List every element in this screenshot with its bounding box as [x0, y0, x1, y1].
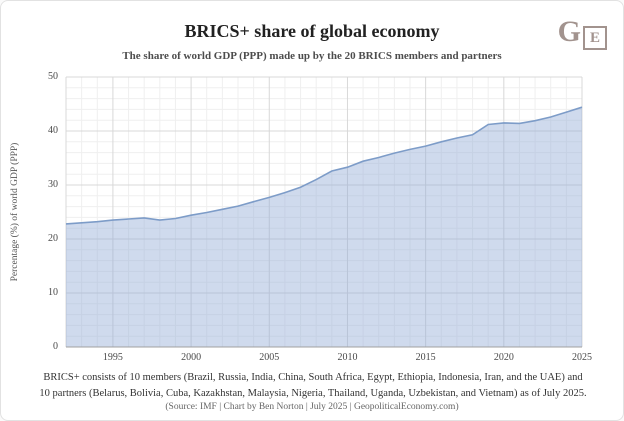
- source-line: (Source: IMF | Chart by Ben Norton | Jul…: [165, 402, 459, 412]
- y-axis-tick-label: 40: [48, 125, 58, 136]
- footnote-line-1: BRICS+ consists of 10 members (Brazil, R…: [43, 372, 583, 383]
- y-axis-tick-label: 50: [48, 71, 58, 82]
- logo-letter-g: G: [557, 15, 581, 48]
- area-fill: [66, 107, 582, 347]
- x-axis-tick-label: 2015: [415, 352, 436, 363]
- y-axis-tick-label: 10: [48, 287, 58, 298]
- logo-letter-e-box: E: [583, 26, 607, 50]
- x-axis-tick-label: 2000: [181, 352, 202, 363]
- x-axis-tick-label: 2025: [572, 352, 592, 363]
- x-axis-tick-label: 2005: [259, 352, 280, 363]
- x-axis-tick-label: 2010: [337, 352, 358, 363]
- x-axis-tick-label: 2020: [493, 352, 514, 363]
- chart-title: BRICS+ share of global economy: [184, 21, 440, 41]
- footnote: BRICS+ consists of 10 members (Brazil, R…: [33, 370, 593, 402]
- logo-letter-e: E: [589, 29, 600, 46]
- footnote-line-2: 10 partners (Belarus, Bolivia, Cuba, Kaz…: [39, 388, 587, 399]
- y-axis-tick-label: 20: [48, 233, 58, 244]
- x-axis-tick-label: 1995: [102, 352, 123, 363]
- y-axis-tick-label: 0: [53, 341, 58, 352]
- chart-subtitle: The share of world GDP (PPP) made up by …: [122, 50, 502, 62]
- series-line: [65, 106, 583, 225]
- geopolitical-economy-logo-icon: G E: [558, 17, 607, 50]
- y-axis-tick-label: 30: [48, 179, 58, 190]
